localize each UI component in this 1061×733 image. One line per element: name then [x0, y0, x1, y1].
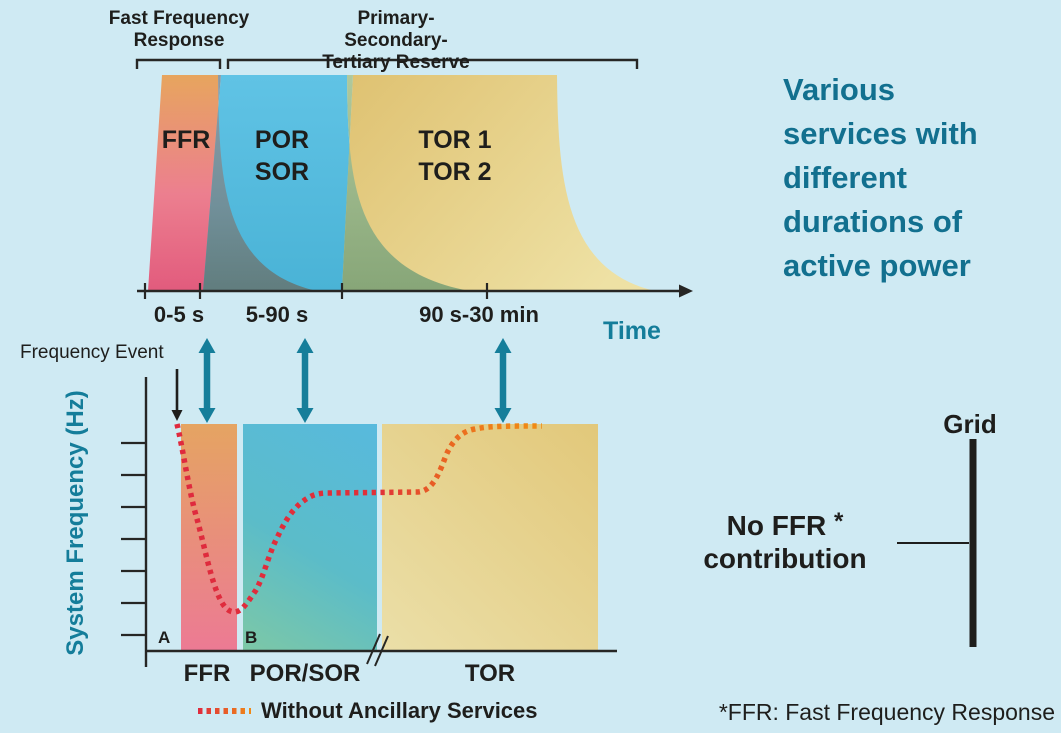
double-arrow-tor-icon — [494, 338, 512, 423]
ffr-band-label: FFR — [161, 126, 211, 154]
double-arrow-ffr-icon — [198, 338, 216, 423]
ffr-bracket-label: Fast Frequency Response — [108, 8, 250, 51]
frequency-event-label: Frequency Event — [20, 342, 164, 363]
tick-label-0-5s: 0-5 s — [153, 302, 205, 327]
por-sor-band-shape — [203, 75, 470, 291]
time-axis-label: Time — [603, 317, 661, 345]
point-b-label: B — [245, 628, 258, 647]
footnote-text: *FFR: Fast Frequency Response — [718, 699, 1055, 725]
pst-reserve-bracket — [226, 58, 639, 69]
tick-label-90s-30min: 90 s-30 min — [419, 302, 539, 327]
dotted-line-legend-swatch — [198, 708, 251, 714]
sor-band-label: SOR — [254, 158, 310, 186]
time-axis-arrowhead-icon — [679, 284, 693, 298]
footnote-asterisk: * — [833, 508, 844, 535]
bottom-chart-bands — [181, 424, 598, 651]
axis-break-mark — [374, 635, 389, 667]
grid-symbol — [897, 439, 977, 647]
tick-label-5-90s: 5-90 s — [245, 302, 309, 327]
no-ffr-text: No FFR — [726, 510, 827, 541]
grid-busbar-line — [969, 439, 977, 647]
top-time-axis — [137, 283, 679, 299]
pst-reserve-bracket-label: Primary-Secondary- Tertiary Reserve — [322, 8, 470, 73]
without-ancillary-services-curve — [174, 423, 543, 615]
bottom-chart-axes — [121, 377, 617, 667]
system-frequency-axis-label: System Frequency (Hz) — [62, 390, 89, 656]
tor1-band-label: TOR 1 — [418, 126, 492, 154]
legend-label: Without Ancillary Services — [261, 698, 538, 723]
contribution-text: contribution — [703, 543, 867, 574]
ffr-bracket — [135, 58, 222, 69]
double-arrow-porsor-icon — [296, 338, 314, 423]
porsor-zone-band — [243, 424, 377, 651]
tor-zone-band — [382, 424, 598, 651]
zone-label-ffr: FFR — [183, 660, 231, 687]
por-tor-overlap-shape — [342, 75, 470, 291]
ffr-zone-band — [181, 424, 237, 651]
zone-label-porsor: POR/SOR — [249, 660, 361, 687]
frequency-event-arrow-icon — [171, 369, 183, 421]
top-chart-bands — [148, 75, 655, 291]
no-ffr-contribution-label: No FFR * contribution — [680, 505, 890, 575]
ffr-por-overlap-shape — [203, 75, 317, 291]
headline-text: Various services with different duration… — [783, 72, 978, 283]
tor2-band-label: TOR 2 — [418, 158, 492, 186]
por-band-label: POR — [254, 126, 310, 154]
tor-band-shape — [342, 75, 655, 291]
point-a-label: A — [158, 628, 171, 647]
link-arrows — [198, 338, 512, 423]
axis-break-mark — [366, 633, 381, 665]
ffr-band-shape — [148, 75, 317, 291]
zone-label-tor: TOR — [464, 660, 516, 687]
grid-label: Grid — [943, 409, 997, 439]
